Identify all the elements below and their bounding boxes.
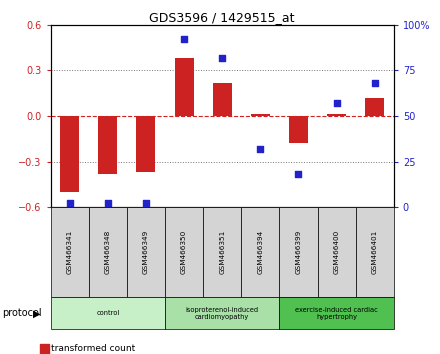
- Bar: [213, 82, 232, 116]
- Point: [143, 201, 150, 206]
- Text: GSM466351: GSM466351: [219, 230, 225, 274]
- Text: GSM466394: GSM466394: [257, 230, 263, 274]
- Text: control: control: [96, 310, 119, 316]
- Bar: [365, 98, 384, 116]
- Text: GSM466349: GSM466349: [143, 230, 149, 274]
- Bar: [98, 116, 117, 174]
- Bar: [251, 114, 270, 116]
- Point: [333, 100, 340, 106]
- Bar: [60, 116, 79, 192]
- Text: GSM466401: GSM466401: [372, 230, 378, 274]
- Point: [295, 171, 302, 177]
- Bar: [136, 116, 155, 172]
- Bar: [175, 58, 194, 116]
- Text: transformed count: transformed count: [51, 344, 135, 353]
- Text: GSM466350: GSM466350: [181, 230, 187, 274]
- Point: [180, 36, 187, 42]
- Text: GSM466400: GSM466400: [334, 230, 340, 274]
- Point: [104, 201, 111, 206]
- Point: [219, 55, 226, 61]
- Title: GDS3596 / 1429515_at: GDS3596 / 1429515_at: [150, 11, 295, 24]
- Text: isoproterenol-induced
cardiomyopathy: isoproterenol-induced cardiomyopathy: [186, 307, 259, 320]
- Bar: [289, 116, 308, 143]
- Bar: [327, 114, 346, 116]
- Text: GSM466348: GSM466348: [105, 230, 111, 274]
- Text: exercise-induced cardiac
hypertrophy: exercise-induced cardiac hypertrophy: [295, 307, 378, 320]
- Text: protocol: protocol: [2, 308, 42, 318]
- Point: [371, 80, 378, 86]
- Text: ▶: ▶: [33, 308, 40, 318]
- Point: [257, 146, 264, 152]
- Point: [66, 201, 73, 206]
- Text: GSM466341: GSM466341: [67, 230, 73, 274]
- Text: GSM466399: GSM466399: [296, 230, 301, 274]
